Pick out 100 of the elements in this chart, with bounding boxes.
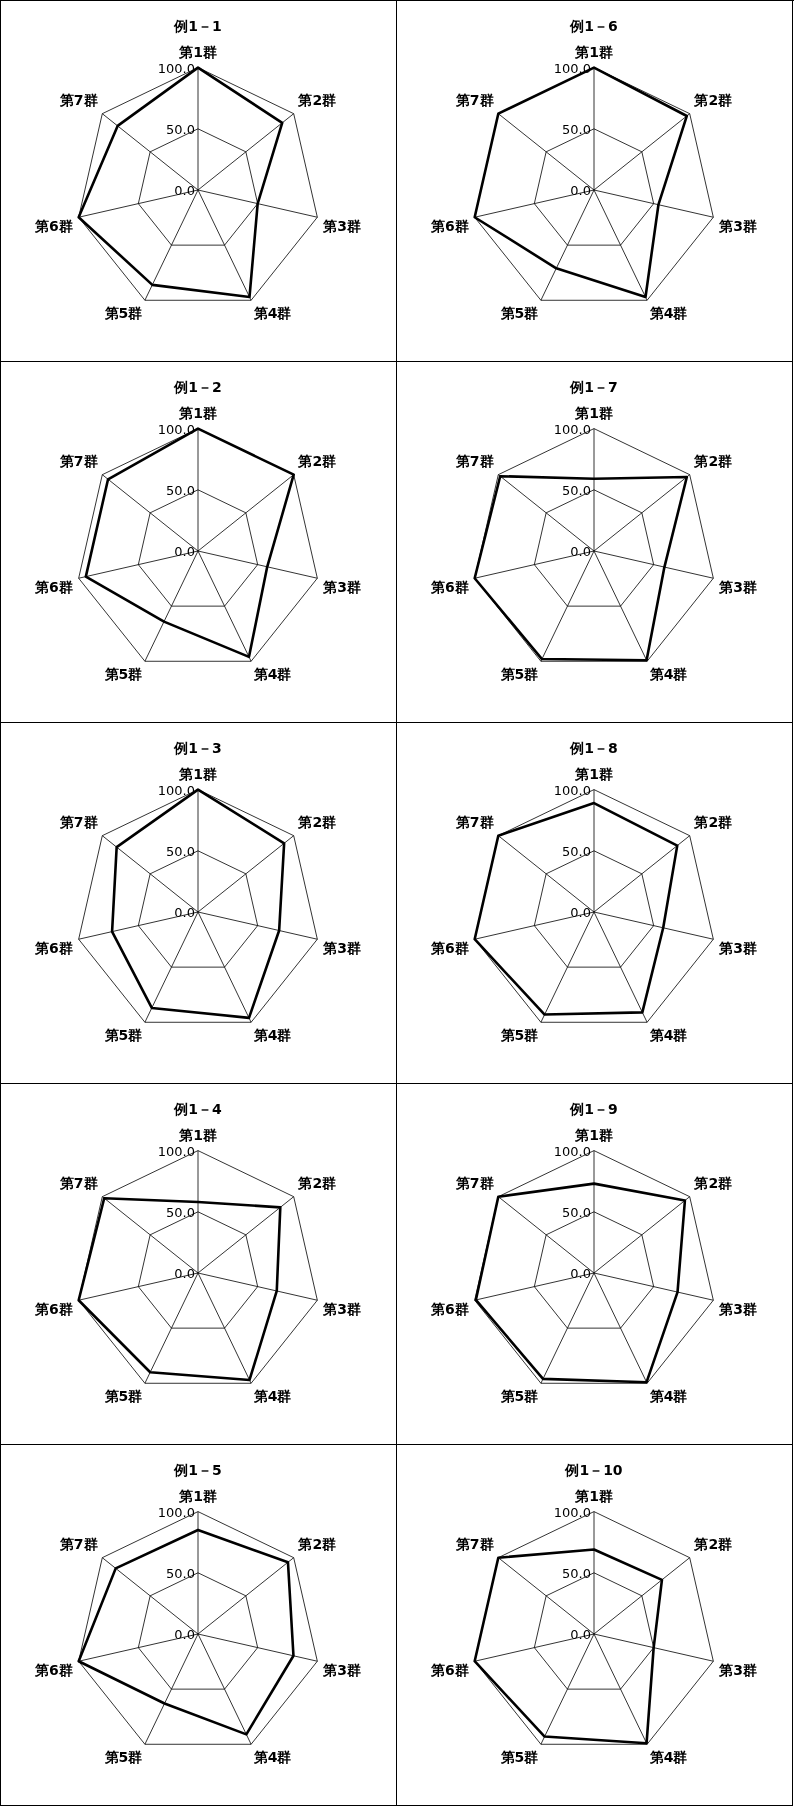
spoke-label: 第7群	[58, 814, 98, 831]
spoke-label: 第2群	[297, 92, 337, 109]
spoke-label: 第5群	[103, 1026, 143, 1043]
spoke-label: 第1群	[178, 1126, 217, 1143]
y-tick-label: 0.0	[570, 1627, 591, 1643]
spoke-label: 第1群	[574, 1126, 613, 1143]
chart-title: 例1－2	[173, 379, 222, 396]
spoke-label: 第7群	[454, 814, 494, 831]
spoke-label: 第2群	[693, 1536, 733, 1553]
spoke-label: 第4群	[648, 1748, 688, 1765]
y-tick-label: 100.0	[553, 1143, 591, 1159]
spoke-label: 第3群	[322, 939, 361, 956]
spoke-label: 第4群	[648, 1026, 688, 1043]
spoke-label: 第3群	[322, 1661, 361, 1678]
spoke-label: 第6群	[430, 217, 469, 234]
y-tick-label: 0.0	[570, 1266, 591, 1282]
chart-title: 例1－7	[569, 379, 618, 396]
spoke-label: 第3群	[718, 939, 757, 956]
chart-title: 例1－6	[569, 18, 618, 35]
y-tick-label: 100.0	[157, 1143, 195, 1159]
spoke-label: 第2群	[693, 1175, 733, 1192]
y-tick-label: 0.0	[570, 905, 591, 921]
spoke-label: 第2群	[693, 92, 733, 109]
spoke-label: 第5群	[103, 1387, 143, 1404]
spoke-label: 第6群	[34, 217, 73, 234]
spoke-label: 第6群	[430, 1661, 469, 1678]
spoke-label: 第1群	[178, 765, 217, 782]
spoke-label: 第5群	[499, 1026, 539, 1043]
y-tick-label: 0.0	[174, 1266, 195, 1282]
y-tick-label: 50.0	[562, 483, 591, 499]
spoke-label: 第7群	[454, 92, 494, 109]
spoke-label: 第4群	[648, 665, 688, 682]
spoke-label: 第6群	[34, 1661, 73, 1678]
spoke-label: 第2群	[693, 814, 733, 831]
spoke-label: 第3群	[322, 578, 361, 595]
y-tick-label: 100.0	[157, 1504, 195, 1520]
spoke-label: 第3群	[718, 578, 757, 595]
spoke-label: 第7群	[454, 1175, 494, 1192]
y-tick-label: 100.0	[157, 782, 195, 798]
spoke-label: 第7群	[454, 1536, 494, 1553]
spoke-label: 第4群	[252, 1387, 292, 1404]
spoke-label: 第3群	[718, 1661, 757, 1678]
chart-title: 例1－5	[173, 1462, 222, 1479]
spoke-label: 第2群	[693, 453, 733, 470]
spoke-label: 第5群	[103, 665, 143, 682]
chart-title: 例1－4	[173, 1101, 222, 1118]
spoke-label: 第7群	[58, 1536, 98, 1553]
chart-title: 例1－9	[569, 1101, 618, 1118]
y-tick-label: 100.0	[553, 1504, 591, 1520]
y-tick-label: 0.0	[174, 183, 195, 199]
y-tick-label: 0.0	[570, 183, 591, 199]
spoke-label: 第3群	[718, 1300, 757, 1317]
spoke-label: 第2群	[297, 453, 337, 470]
spoke-label: 第6群	[34, 578, 73, 595]
spoke-label: 第1群	[178, 404, 217, 421]
y-tick-label: 100.0	[553, 60, 591, 76]
spoke-label: 第6群	[430, 578, 469, 595]
y-tick-label: 100.0	[157, 60, 195, 76]
spoke-label: 第5群	[499, 665, 539, 682]
spoke-label: 第3群	[322, 1300, 361, 1317]
spoke-label: 第1群	[574, 765, 613, 782]
chart-title: 例1－8	[569, 740, 618, 757]
y-tick-label: 50.0	[166, 1566, 195, 1582]
spoke-label: 第5群	[103, 304, 143, 321]
spoke-label: 第4群	[252, 304, 292, 321]
y-tick-label: 100.0	[553, 421, 591, 437]
spoke-label: 第1群	[574, 404, 613, 421]
y-tick-label: 50.0	[562, 844, 591, 860]
spoke-label: 第1群	[574, 1487, 613, 1504]
spoke-label: 第5群	[103, 1748, 143, 1765]
spoke-label: 第3群	[322, 217, 361, 234]
y-tick-label: 0.0	[174, 1627, 195, 1643]
spoke-label: 第4群	[252, 665, 292, 682]
spoke-label: 第1群	[178, 1487, 217, 1504]
spoke-label: 第7群	[454, 453, 494, 470]
spoke-label: 第6群	[430, 939, 469, 956]
y-tick-label: 50.0	[562, 1566, 591, 1582]
y-tick-label: 0.0	[174, 544, 195, 560]
y-tick-label: 0.0	[174, 905, 195, 921]
y-tick-label: 100.0	[553, 782, 591, 798]
spoke-label: 第5群	[499, 1387, 539, 1404]
chart-title: 例1－1	[173, 18, 222, 35]
spoke-label: 第4群	[648, 1387, 688, 1404]
y-tick-label: 50.0	[166, 844, 195, 860]
spoke-label: 第7群	[58, 92, 98, 109]
spoke-label: 第2群	[297, 814, 337, 831]
spoke-label: 第6群	[430, 1300, 469, 1317]
spoke-label: 第2群	[297, 1536, 337, 1553]
spoke-label: 第5群	[499, 304, 539, 321]
y-tick-label: 0.0	[570, 544, 591, 560]
spoke-label: 第6群	[34, 1300, 73, 1317]
y-tick-label: 50.0	[166, 122, 195, 138]
spoke-label: 第1群	[574, 43, 613, 60]
spoke-label: 第5群	[499, 1748, 539, 1765]
spoke-label: 第3群	[718, 217, 757, 234]
spoke-label: 第2群	[297, 1175, 337, 1192]
spoke-label: 第7群	[58, 1175, 98, 1192]
y-tick-label: 50.0	[562, 122, 591, 138]
y-tick-label: 50.0	[166, 1205, 195, 1221]
y-tick-label: 50.0	[166, 483, 195, 499]
